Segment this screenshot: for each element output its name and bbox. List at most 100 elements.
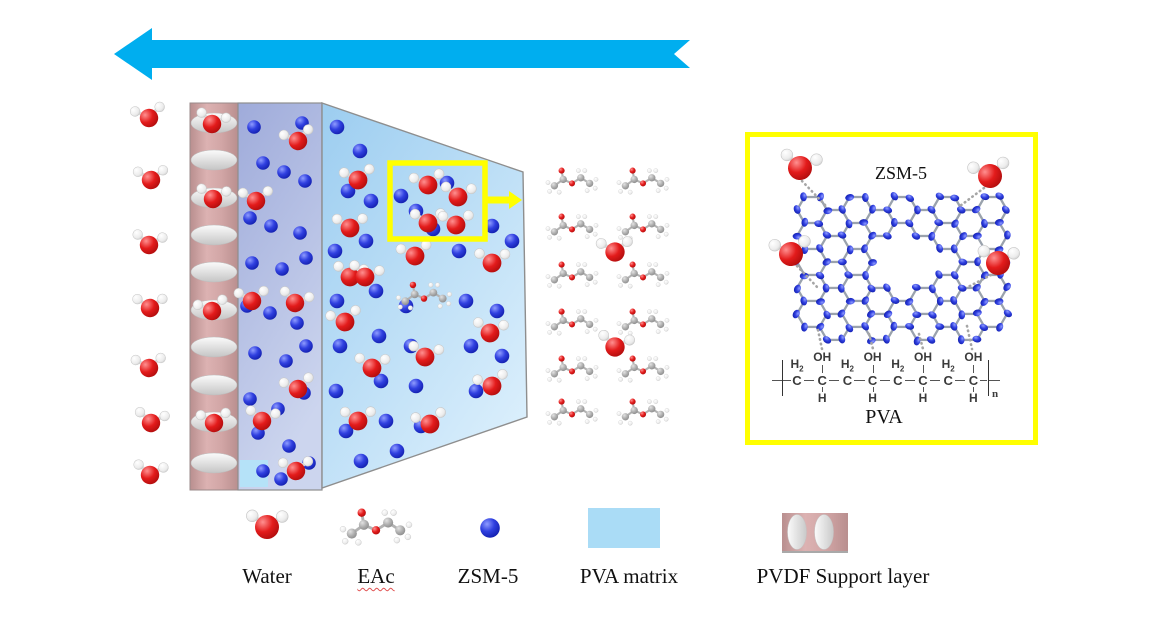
water-molecule (437, 210, 474, 235)
pvdf-support-layer (189, 102, 239, 491)
water-molecule (408, 340, 445, 367)
zsm5-particle (329, 293, 345, 309)
pva-membrane-layer (237, 102, 323, 491)
zsm5-particle (371, 328, 387, 344)
eac-molecule (545, 355, 599, 383)
chain-oh-label: OH (863, 350, 882, 364)
zsm5-particle (398, 298, 414, 314)
legend-pvdf-swatch (782, 513, 848, 551)
zsm5-particle (489, 303, 505, 319)
eac-molecule (616, 398, 670, 426)
zsm5-particle (368, 283, 384, 299)
zsm5-particle (352, 143, 368, 159)
water-molecule (473, 317, 509, 343)
water-molecule (409, 208, 446, 233)
chain-carbon: C (918, 373, 928, 388)
inset-zsm5-label: ZSM-5 (874, 163, 928, 183)
zsm5-particle (297, 386, 311, 400)
zsm5-particle (264, 219, 278, 233)
membrane-cross-section (321, 102, 528, 489)
zsm5-particle (329, 119, 345, 135)
zsm5-particle (290, 316, 304, 330)
inset-pva-label: PVA (865, 406, 903, 428)
eac-molecule (616, 213, 670, 241)
chain-oh-label: OH (964, 350, 983, 364)
zsm5-particle (279, 354, 293, 368)
zsm5-particle (389, 443, 405, 459)
legend-zsm5-sphere (480, 518, 500, 538)
water-molecule (246, 509, 289, 540)
water-molecule (339, 406, 376, 431)
eac-molecule (339, 508, 413, 546)
water-molecule (233, 285, 269, 311)
chain-h-label: H (817, 391, 827, 405)
eac-molecule (396, 281, 452, 311)
zsm5-particle (378, 413, 394, 429)
legend-label-zsm5: ZSM-5 (457, 564, 519, 588)
chain-h2-label: H2 (891, 357, 905, 374)
pva-chain-structure: n C H2 C OH H C H2 C OH H C H2 C OH H C H2 C OH H (768, 348, 1020, 406)
pvdf-pore (190, 299, 238, 321)
water-molecule (196, 107, 232, 134)
zsm5-particle (332, 338, 348, 354)
chain-h2-label: H2 (790, 357, 804, 374)
zsm5-particle (504, 233, 520, 249)
water-molecule (440, 181, 477, 207)
chain-carbon: C (842, 373, 853, 388)
pvdf-pore (190, 374, 238, 396)
water-molecule (349, 260, 385, 287)
zsm5-particle (275, 262, 289, 276)
zsm5-particle (256, 156, 270, 170)
zsm5-particle (358, 233, 374, 249)
zsm5-particle (243, 211, 257, 225)
water-molecule (325, 305, 361, 332)
zsm5-particle (463, 338, 479, 354)
water-molecule (196, 183, 232, 209)
water-molecule (134, 407, 170, 433)
pvdf-pore (190, 336, 238, 358)
water-molecule (472, 369, 508, 396)
chain-carbon: C (867, 373, 878, 388)
zsm5-particle (263, 306, 277, 320)
eac-molecule (545, 398, 599, 426)
water-molecule (278, 372, 314, 399)
zsm5-particle (277, 165, 291, 179)
water-molecule (410, 407, 446, 434)
water-molecule (408, 168, 445, 195)
chain-h2-label: H2 (941, 357, 955, 374)
pvdf-pore (190, 187, 238, 209)
zsm5-particle (494, 348, 510, 364)
pva-patch (240, 460, 268, 487)
eac-molecule (616, 355, 670, 383)
water-molecule (192, 294, 228, 321)
legend-label-pva-matrix: PVA matrix (579, 564, 679, 588)
chain-h2-label: H2 (840, 357, 854, 374)
zsm5-particle (340, 183, 356, 199)
zsm5-particle (451, 243, 467, 259)
legend-pva-swatch (588, 508, 660, 548)
zsm5-particle (353, 453, 369, 469)
water-molecule (132, 293, 168, 318)
zsm5-particle (247, 120, 261, 134)
pvdf-pore (190, 261, 238, 283)
zsm5-particle (439, 175, 455, 191)
chain-carbon: C (968, 373, 979, 388)
zsm5-particle (413, 418, 429, 434)
water-molecule (395, 239, 432, 266)
zsm5-particle (298, 174, 312, 188)
chain-carbon: C (817, 373, 827, 388)
chain-h-label: H (969, 391, 978, 405)
zsm5-particle (256, 464, 270, 478)
chain-oh-label: OH (914, 350, 932, 364)
zsm5-particle (373, 373, 389, 389)
water-molecule (245, 405, 281, 431)
water-molecule (595, 236, 633, 262)
zoom-highlight-box (387, 160, 488, 242)
zsm5-particle (393, 188, 409, 204)
water-molecule (598, 329, 635, 357)
water-molecule (354, 352, 391, 378)
eac-molecule (616, 261, 670, 289)
legend-icons (246, 508, 848, 553)
legend-label-water: Water (242, 564, 292, 588)
